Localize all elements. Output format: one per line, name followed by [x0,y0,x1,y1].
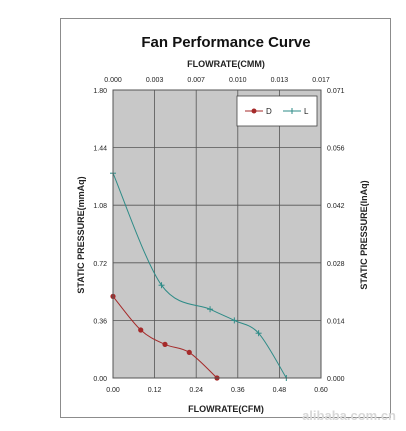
y-tick-label: 1.44 [93,146,107,153]
legend-marker-d [251,108,257,114]
series-l-point [207,306,214,313]
y-axis-label: STATIC PRESSURE(mmAq) [76,176,86,293]
legend-label-l: L [304,107,309,116]
x-tick-label: 0.00 [106,387,120,394]
y-tick-label: 1.08 [93,203,107,210]
y-tick-label: 0.36 [93,318,107,325]
tick-labels: 0.00 0.12 0.24 0.36 0.48 0.60 0.000 0.003 0.007 0… [93,77,344,394]
legend-marker-l [289,108,295,114]
x-axis-top-label: FLOWRATE(CMM) [187,59,265,69]
legend-label-d: D [266,107,272,116]
y-right-tick-label: 0.014 [327,318,345,325]
plot-border [112,89,322,379]
x-top-tick-label: 0.003 [146,77,164,84]
y-axis-right-label: STATIC PRESSURE(InAq) [359,180,369,289]
y-right-tick-label: 0.028 [327,261,345,268]
x-top-tick-label: 0.007 [187,77,205,84]
x-top-tick-label: 0.017 [312,77,330,84]
chart-title: Fan Performance Curve [141,34,310,51]
x-axis-label: FLOWRATE(CFM) [188,404,264,414]
x-top-tick-label: 0.010 [229,77,247,84]
y-tick-label: 1.80 [93,88,107,95]
series-l-point [158,282,165,289]
grid-lines [113,90,321,378]
series-l-point [255,330,262,337]
x-tick-label: 0.60 [314,387,328,394]
x-top-tick-label: 0.013 [271,77,289,84]
watermark: alibaba.com.cn [302,408,396,423]
y-tick-label: 0.00 [93,376,107,383]
plot-area [113,90,321,378]
series-d-point [162,341,168,347]
x-tick-label: 0.36 [231,387,245,394]
chart-svg: Fan Performance Curve FLOWRATE(CMM) FLOW… [76,34,369,414]
series-l-point [231,317,238,324]
x-tick-label: 0.48 [273,387,287,394]
y-right-tick-label: 0.071 [327,88,345,95]
y-tick-label: 0.72 [93,261,107,268]
chart-frame: Fan Performance Curve FLOWRATE(CMM) FLOW… [60,18,391,418]
x-tick-label: 0.12 [148,387,162,394]
y-right-tick-label: 0.042 [327,203,345,210]
x-tick-label: 0.24 [189,387,203,394]
series-d-point [186,349,192,355]
x-top-tick-label: 0.000 [104,77,122,84]
y-right-tick-label: 0.000 [327,376,345,383]
series-d-point [138,327,144,333]
y-right-tick-label: 0.056 [327,146,345,153]
